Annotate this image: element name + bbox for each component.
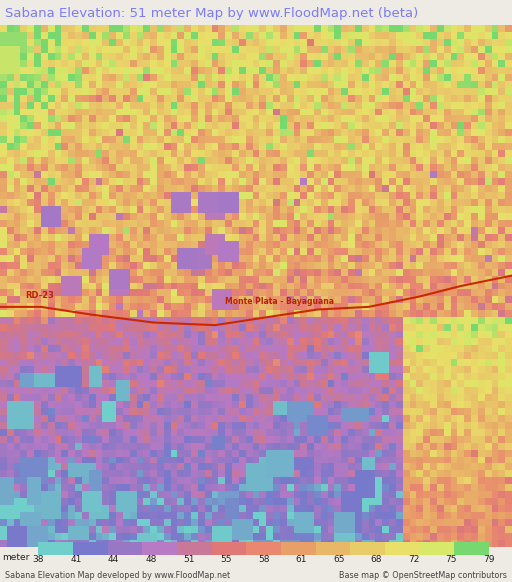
Text: 58: 58	[258, 555, 269, 564]
Bar	[108, 542, 142, 555]
Text: Base map © OpenStreetMap contributors: Base map © OpenStreetMap contributors	[339, 570, 507, 580]
Text: 44: 44	[108, 555, 119, 564]
Text: 41: 41	[70, 555, 81, 564]
Text: 72: 72	[408, 555, 419, 564]
Text: 65: 65	[333, 555, 345, 564]
Bar	[281, 542, 316, 555]
Text: 38: 38	[33, 555, 44, 564]
Text: Sabana Elevation: 51 meter Map by www.FloodMap.net (beta): Sabana Elevation: 51 meter Map by www.Fl…	[5, 7, 418, 20]
Bar	[142, 542, 177, 555]
Text: meter: meter	[2, 553, 29, 562]
Text: Monte Plata - Bayaguana: Monte Plata - Bayaguana	[225, 297, 334, 306]
Text: 51: 51	[183, 555, 195, 564]
Text: 61: 61	[295, 555, 307, 564]
Bar	[246, 542, 281, 555]
Text: 79: 79	[483, 555, 495, 564]
Bar	[211, 542, 246, 555]
Bar	[177, 542, 211, 555]
Bar	[350, 542, 385, 555]
Bar	[38, 542, 73, 555]
Text: Sabana Elevation Map developed by www.FloodMap.net: Sabana Elevation Map developed by www.Fl…	[5, 570, 230, 580]
Text: 68: 68	[371, 555, 382, 564]
Bar	[454, 542, 489, 555]
Text: 75: 75	[445, 555, 457, 564]
Bar	[385, 542, 420, 555]
Bar	[420, 542, 454, 555]
Text: RD-23: RD-23	[26, 290, 54, 300]
Bar	[316, 542, 350, 555]
Text: 48: 48	[145, 555, 157, 564]
Text: 55: 55	[220, 555, 232, 564]
Bar	[73, 542, 108, 555]
